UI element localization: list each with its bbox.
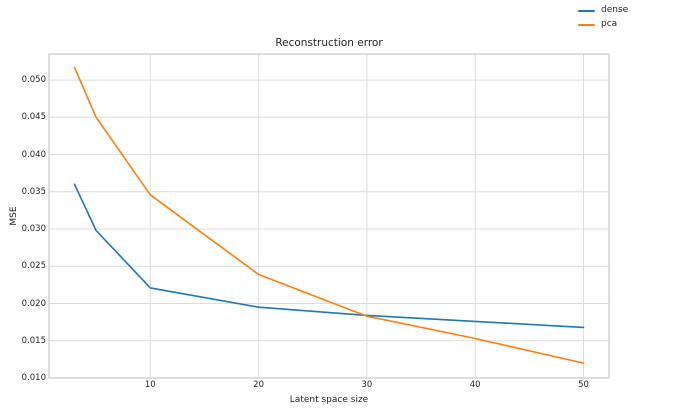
legend-item-pca: pca — [578, 19, 628, 30]
y-axis-label: MSE — [9, 206, 19, 226]
legend: dense pca — [578, 5, 628, 30]
y-tick-label: 0.015 — [21, 335, 46, 346]
y-tick-label: 0.030 — [21, 224, 46, 234]
plot-border — [48, 53, 610, 379]
series-line-pca — [73, 66, 585, 364]
plot-area — [49, 54, 609, 378]
legend-line-swatch-dense — [578, 9, 595, 12]
y-tick-label: 0.035 — [21, 186, 46, 197]
y-tick-label: 0.010 — [21, 373, 46, 383]
x-tick-label: 20 — [253, 380, 264, 390]
legend-label: pca — [601, 19, 618, 29]
y-tick-label: 0.020 — [21, 298, 46, 309]
legend-line-swatch-pca — [578, 23, 595, 26]
y-tick-label: 0.045 — [21, 112, 46, 123]
x-axis-label: Latent space size — [289, 395, 369, 405]
x-tick-label: 50 — [578, 380, 589, 390]
chart-title: Reconstruction error — [275, 37, 383, 49]
x-tick-label: 10 — [144, 380, 156, 390]
y-tick-label: 0.040 — [21, 149, 46, 160]
y-tick-label: 0.050 — [21, 75, 46, 86]
x-tick-label: 40 — [469, 380, 481, 390]
x-tick-label: 30 — [361, 380, 373, 390]
y-tick-label: 0.025 — [21, 261, 46, 272]
legend-item-dense: dense — [578, 5, 628, 16]
legend-label: dense — [601, 5, 629, 15]
series-line-dense — [73, 183, 585, 329]
